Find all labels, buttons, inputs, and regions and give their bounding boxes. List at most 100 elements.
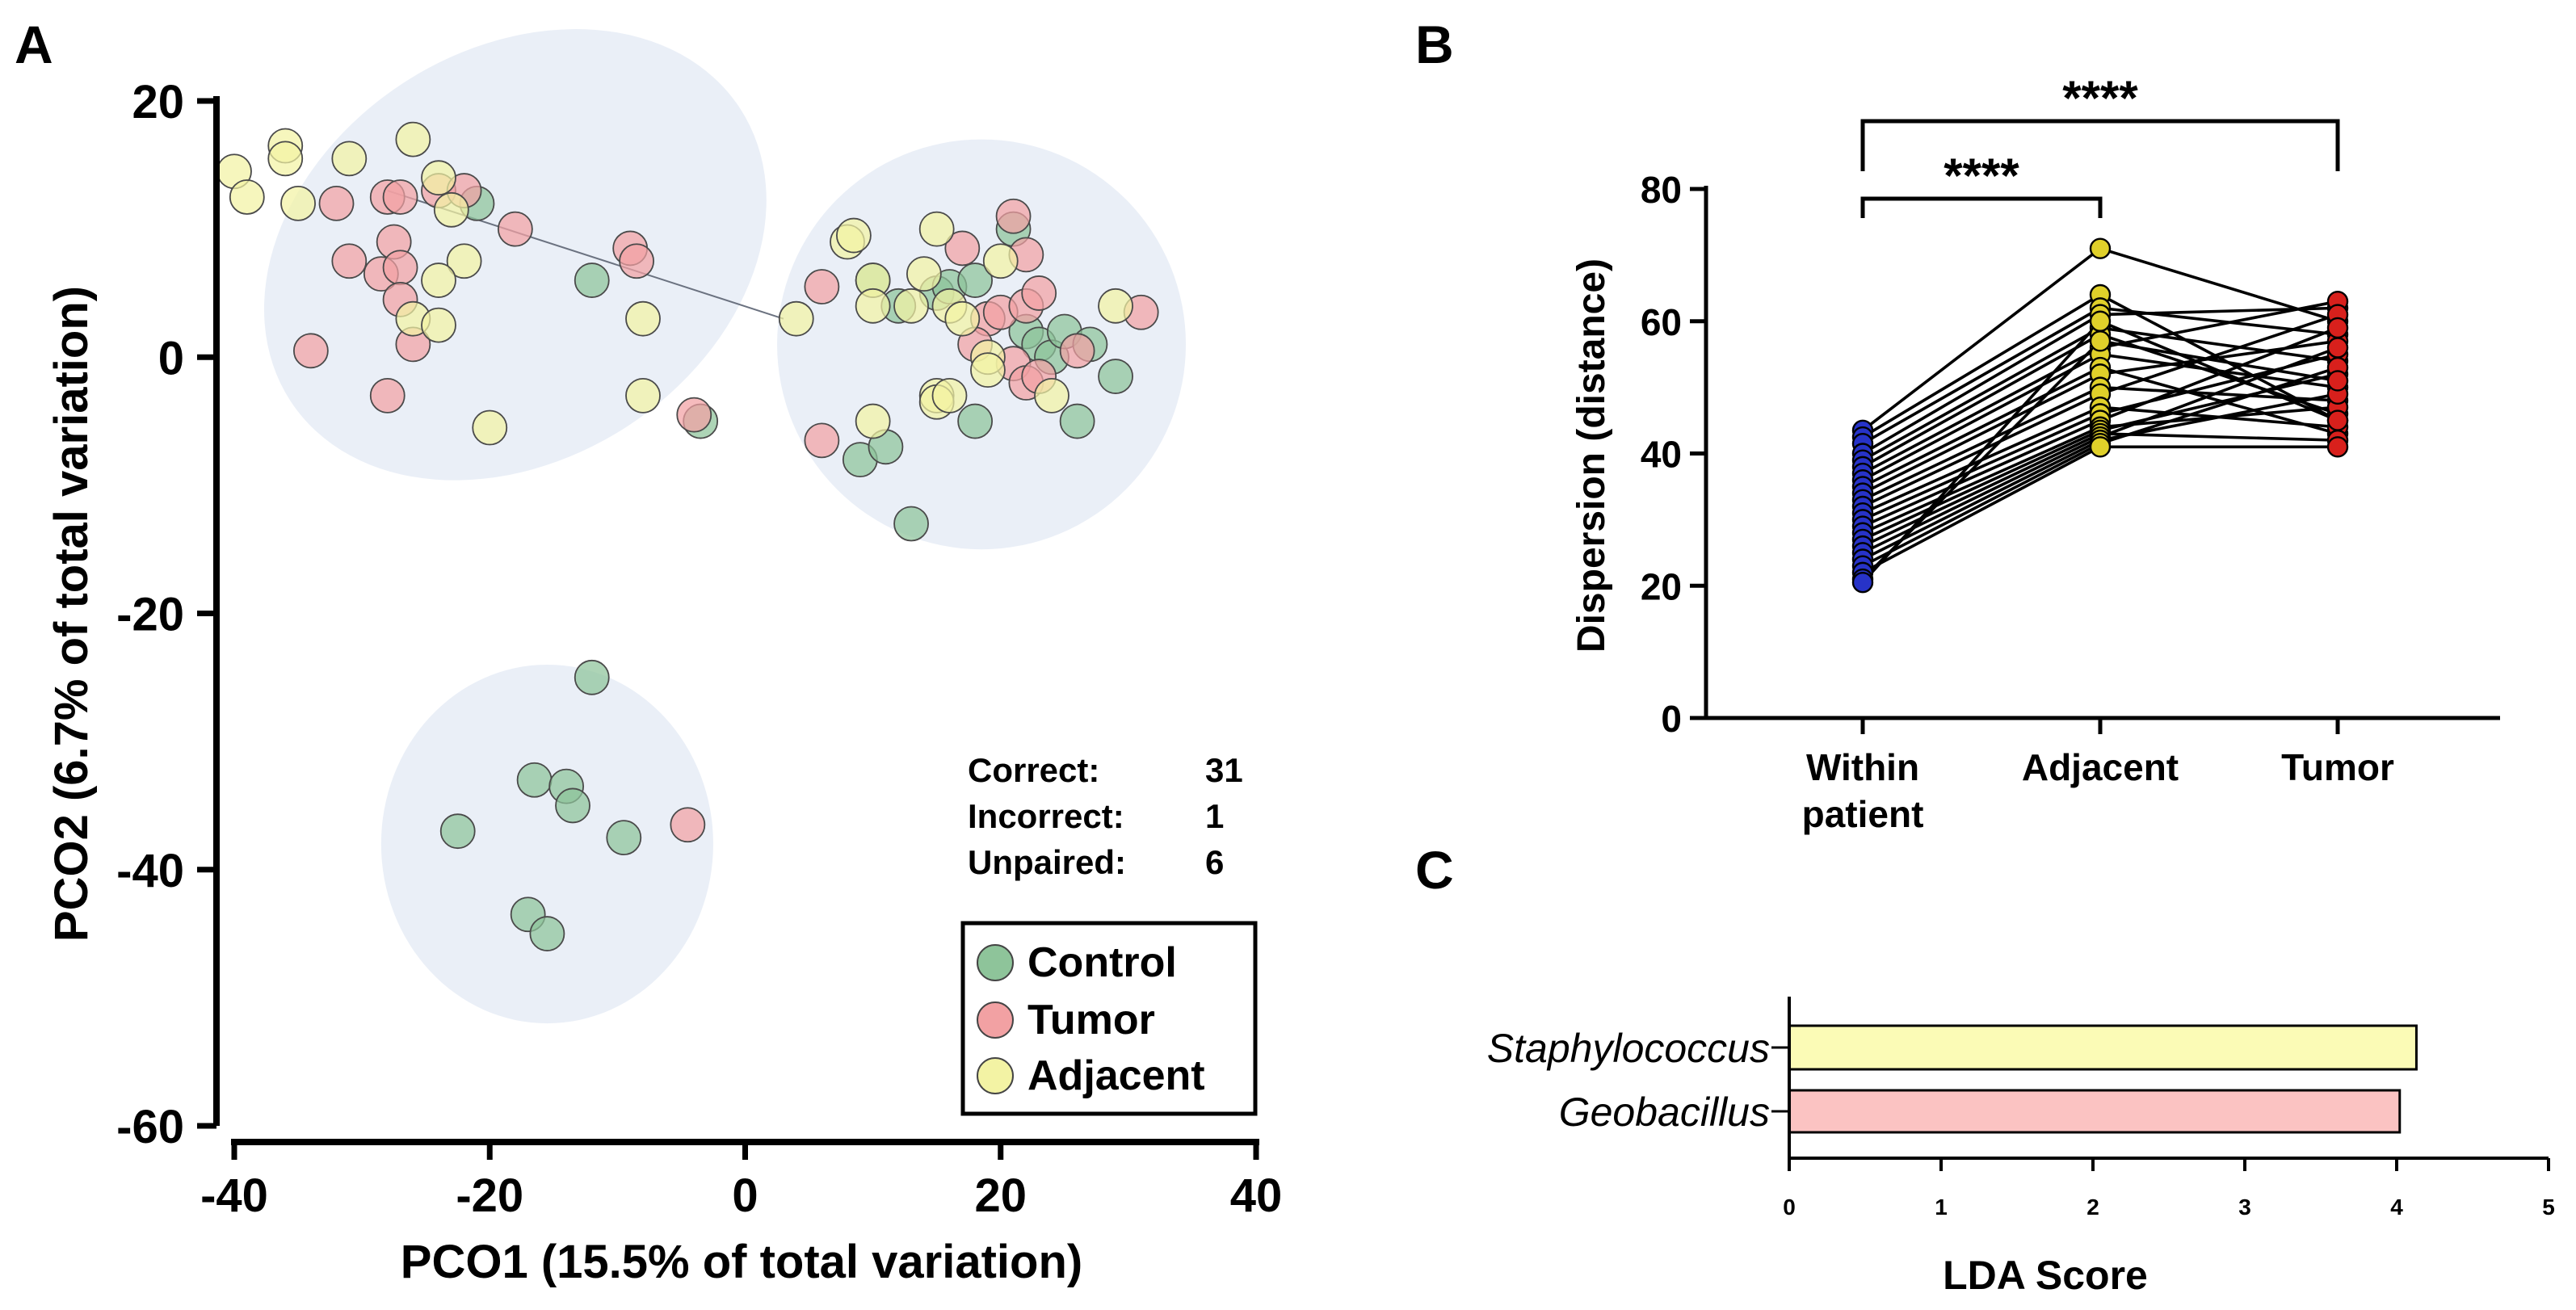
- x-category-label: Within: [1806, 746, 1919, 788]
- patient-point: [2326, 370, 2349, 392]
- point-adjacent: [944, 300, 981, 337]
- point-adjacent: [472, 409, 508, 446]
- point-adjacent: [331, 141, 368, 177]
- point-tumor: [292, 333, 329, 369]
- axes: 0 1 2 3 4 5: [1783, 997, 2555, 1220]
- significance-stars: ****: [2062, 71, 2138, 125]
- lda-bars: Staphylococcus Geobacillus: [1487, 1024, 2418, 1135]
- x-tick-label: 2: [2086, 1195, 2099, 1220]
- point-control: [574, 262, 610, 298]
- patient-point: [2326, 409, 2349, 431]
- panel-label-b: B: [1415, 15, 1454, 74]
- point-adjacent: [893, 288, 929, 324]
- y-tick-label: 20: [1641, 565, 1682, 607]
- point-adjacent: [229, 179, 265, 215]
- stat-label: Correct:: [968, 751, 1099, 789]
- x-tick-label: 1: [1935, 1195, 1948, 1220]
- x-tick-label: 5: [2542, 1195, 2555, 1220]
- point-control: [1059, 403, 1095, 439]
- point-tumor: [1059, 333, 1095, 369]
- classification-stats: Correct: 31 Incorrect: 1 Unpaired: 6: [968, 751, 1243, 881]
- patient-point: [2089, 310, 2112, 332]
- scatter-points: [216, 121, 1159, 951]
- point-tumor: [331, 243, 368, 279]
- significance-stars: ****: [1944, 149, 2019, 203]
- point-tumor: [995, 198, 1032, 234]
- panel-label-c: C: [1415, 840, 1454, 900]
- y-tick-label: 0: [158, 332, 184, 384]
- y-axis-label: Dispersion (distance): [1570, 258, 1613, 653]
- y-axis-label: PCO2 (6.7% of total variation): [45, 286, 98, 942]
- x-category-label: Tumor: [2281, 746, 2394, 788]
- point-adjacent: [918, 211, 955, 247]
- point-tumor: [619, 243, 654, 279]
- patient-point: [2326, 337, 2349, 359]
- point-tumor: [382, 179, 418, 215]
- patient-point: [2326, 436, 2349, 458]
- y-tick-label: 0: [1661, 698, 1682, 740]
- significance-bracket-tumor: [1860, 119, 2340, 171]
- point-adjacent: [982, 243, 1019, 279]
- patient-point: [2089, 237, 2112, 259]
- x-tick-label: 40: [1230, 1169, 1283, 1222]
- point-tumor: [670, 807, 706, 843]
- point-tumor: [382, 250, 418, 286]
- lda-bar: [1788, 1024, 2418, 1071]
- point-adjacent: [970, 352, 1006, 388]
- stat-value: 6: [1205, 843, 1224, 881]
- axes: 0 20 40 60 80: [1641, 169, 2500, 740]
- x-axis-label: PCO1 (15.5% of total variation): [401, 1236, 1082, 1288]
- y-tick-label: 40: [1641, 434, 1682, 476]
- taxon-label: Staphylococcus: [1487, 1026, 1770, 1071]
- point-tumor: [804, 269, 840, 304]
- patient-point: [2089, 330, 2112, 352]
- stat-label: Unpaired:: [968, 843, 1126, 881]
- cluster-ellipse: [263, 29, 767, 481]
- x-category-label: Adjacent: [2022, 746, 2179, 788]
- y-tick-label: -60: [116, 1101, 184, 1153]
- point-control: [516, 762, 553, 798]
- point-control: [529, 916, 565, 951]
- point-control: [893, 506, 929, 542]
- legend-swatch-adjacent: [977, 1057, 1014, 1094]
- panel-b-dispersion-plot: **** **** 0 20 40 60 80 Within patient Adjac…: [1570, 71, 2500, 835]
- legend: Control Tumor Adjacent: [960, 921, 1258, 1116]
- y-tick-label: 60: [1641, 301, 1682, 343]
- x-tick-label: -20: [456, 1169, 523, 1222]
- significance-brackets: **** ****: [1860, 71, 2340, 218]
- legend-swatch-tumor: [977, 1001, 1014, 1039]
- point-adjacent: [421, 307, 456, 343]
- y-tick-label: 80: [1641, 169, 1682, 211]
- panel-label-a: A: [15, 15, 53, 74]
- point-control: [957, 403, 994, 439]
- x-category-label: patient: [1802, 793, 1924, 835]
- point-adjacent: [433, 191, 469, 228]
- point-adjacent: [778, 300, 814, 337]
- patient-points: [1851, 237, 2349, 594]
- cluster-ellipse: [380, 664, 713, 1024]
- x-tick-label: 0: [732, 1169, 758, 1222]
- patient-point: [2089, 436, 2112, 458]
- legend-label-tumor: Tumor: [1027, 997, 1155, 1043]
- point-tumor: [497, 211, 533, 247]
- significance-bracket-adjacent: [1860, 196, 2103, 218]
- point-adjacent: [906, 256, 942, 292]
- x-tick-label: 0: [1783, 1195, 1796, 1220]
- point-adjacent: [836, 217, 872, 254]
- stat-label: Incorrect:: [968, 797, 1124, 835]
- point-adjacent: [855, 288, 891, 324]
- point-control: [957, 262, 994, 298]
- point-adjacent: [267, 141, 304, 177]
- point-adjacent: [1098, 288, 1133, 324]
- patient-point: [2326, 317, 2349, 339]
- x-axis-label: LDA Score: [1943, 1253, 2148, 1298]
- x-tick-label: -40: [200, 1169, 268, 1222]
- legend-label-control: Control: [1027, 939, 1177, 986]
- x-tick-label: 4: [2390, 1195, 2403, 1220]
- point-control: [1098, 359, 1133, 394]
- point-control: [574, 659, 610, 695]
- stat-value: 1: [1205, 797, 1224, 835]
- point-tumor: [804, 422, 840, 459]
- patient-point: [1851, 571, 1874, 594]
- y-tick-label: -20: [116, 589, 184, 641]
